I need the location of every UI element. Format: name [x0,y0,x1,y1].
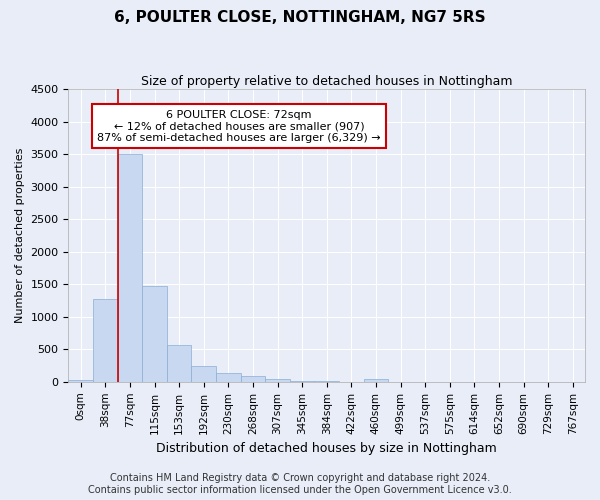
Bar [118,154,142,382]
Text: Contains HM Land Registry data © Crown copyright and database right 2024.
Contai: Contains HM Land Registry data © Crown c… [88,474,512,495]
Bar [68,380,93,382]
Bar [167,345,191,382]
Y-axis label: Number of detached properties: Number of detached properties [15,148,25,323]
Bar [364,378,388,382]
Text: 6 POULTER CLOSE: 72sqm
← 12% of detached houses are smaller (907)
87% of semi-de: 6 POULTER CLOSE: 72sqm ← 12% of detached… [97,110,380,143]
Bar [93,298,118,382]
Bar [265,378,290,382]
Bar [290,380,314,382]
Text: 6, POULTER CLOSE, NOTTINGHAM, NG7 5RS: 6, POULTER CLOSE, NOTTINGHAM, NG7 5RS [114,10,486,25]
X-axis label: Distribution of detached houses by size in Nottingham: Distribution of detached houses by size … [157,442,497,455]
Title: Size of property relative to detached houses in Nottingham: Size of property relative to detached ho… [141,75,512,88]
Bar [191,366,216,382]
Bar [241,376,265,382]
Bar [142,286,167,382]
Bar [216,372,241,382]
